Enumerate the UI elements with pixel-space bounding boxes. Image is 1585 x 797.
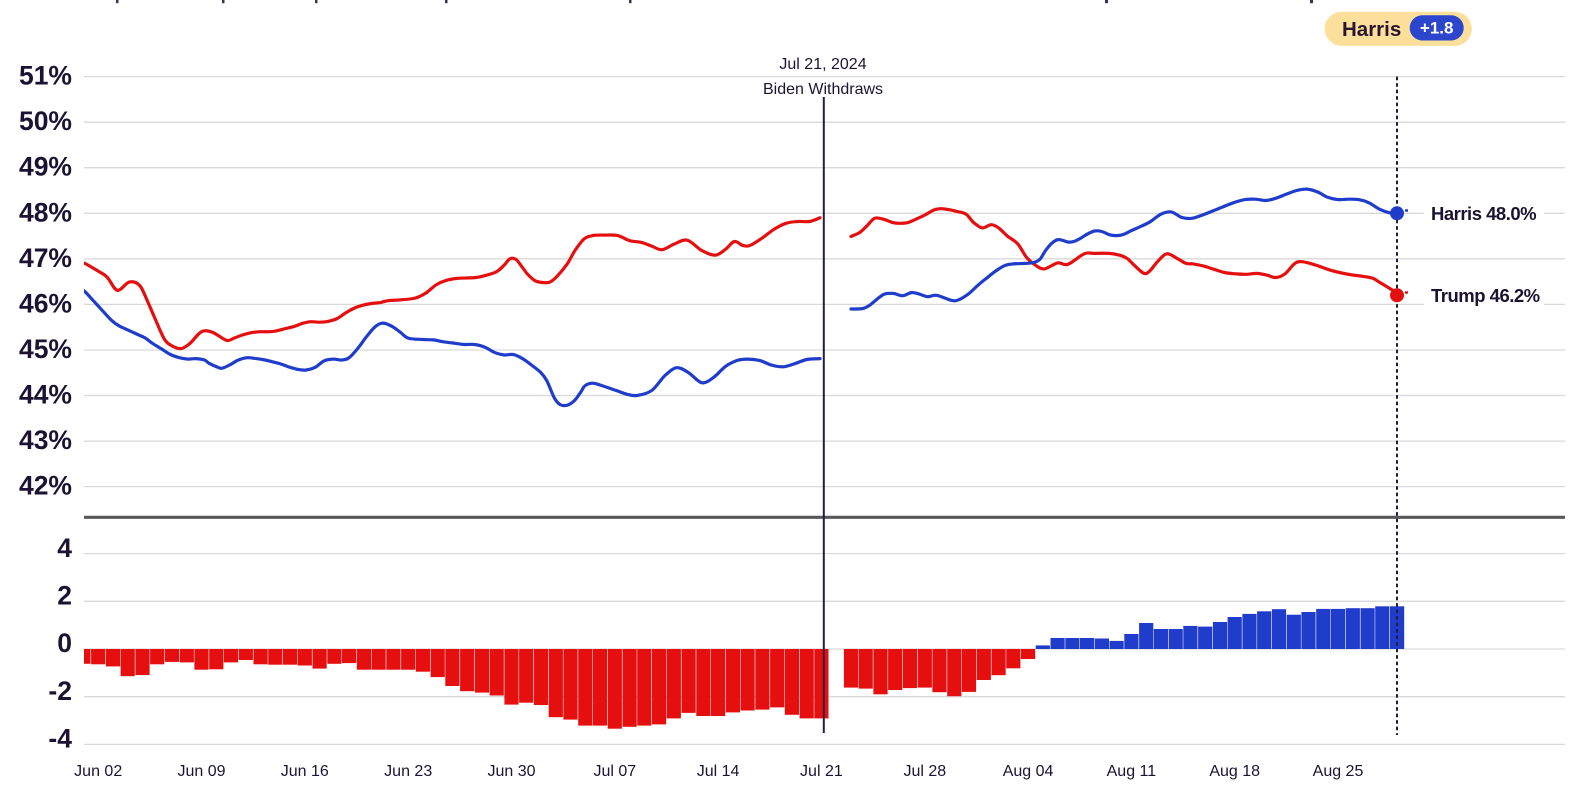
- svg-text:Jul 28: Jul 28: [903, 763, 946, 780]
- svg-text:Aug 25: Aug 25: [1313, 763, 1364, 780]
- svg-text:Aug 18: Aug 18: [1209, 763, 1260, 780]
- svg-text:Jun 16: Jun 16: [281, 763, 329, 780]
- svg-text:Jun 09: Jun 09: [177, 763, 225, 780]
- svg-text:Jun 30: Jun 30: [487, 763, 535, 780]
- svg-text:0: 0: [57, 628, 72, 658]
- svg-text:Trump 46.2%: Trump 46.2%: [1431, 285, 1540, 306]
- svg-text:+1.8: +1.8: [1420, 19, 1454, 38]
- svg-text:Jul 21: Jul 21: [800, 763, 843, 780]
- svg-text:2: 2: [57, 581, 72, 611]
- svg-text:48%: 48%: [19, 197, 72, 227]
- svg-text:Jun 23: Jun 23: [384, 763, 432, 780]
- svg-text:Jun 02: Jun 02: [74, 763, 122, 780]
- svg-text:Jul 14: Jul 14: [697, 763, 740, 780]
- svg-text:Biden Withdraws: Biden Withdraws: [763, 81, 883, 98]
- svg-text:4: 4: [57, 533, 72, 563]
- svg-text:Aug 04: Aug 04: [1003, 763, 1054, 780]
- svg-text:42%: 42%: [19, 471, 72, 501]
- svg-text:49%: 49%: [19, 152, 72, 182]
- svg-text:Jul 21, 2024: Jul 21, 2024: [779, 56, 866, 73]
- svg-text:51%: 51%: [19, 61, 72, 91]
- svg-text:46%: 46%: [19, 288, 72, 318]
- svg-text:43%: 43%: [19, 425, 72, 455]
- svg-text:50%: 50%: [19, 106, 72, 136]
- svg-text:Harris 48.0%: Harris 48.0%: [1431, 203, 1536, 224]
- svg-text:Aug 11: Aug 11: [1107, 763, 1157, 780]
- svg-text:-2: -2: [48, 676, 72, 706]
- svg-text:Jul 07: Jul 07: [593, 763, 636, 780]
- svg-text:Harris: Harris: [1342, 18, 1401, 41]
- svg-text:45%: 45%: [19, 334, 72, 364]
- svg-text:44%: 44%: [19, 380, 72, 410]
- svg-text:47%: 47%: [19, 243, 72, 273]
- svg-text:-4: -4: [48, 724, 72, 754]
